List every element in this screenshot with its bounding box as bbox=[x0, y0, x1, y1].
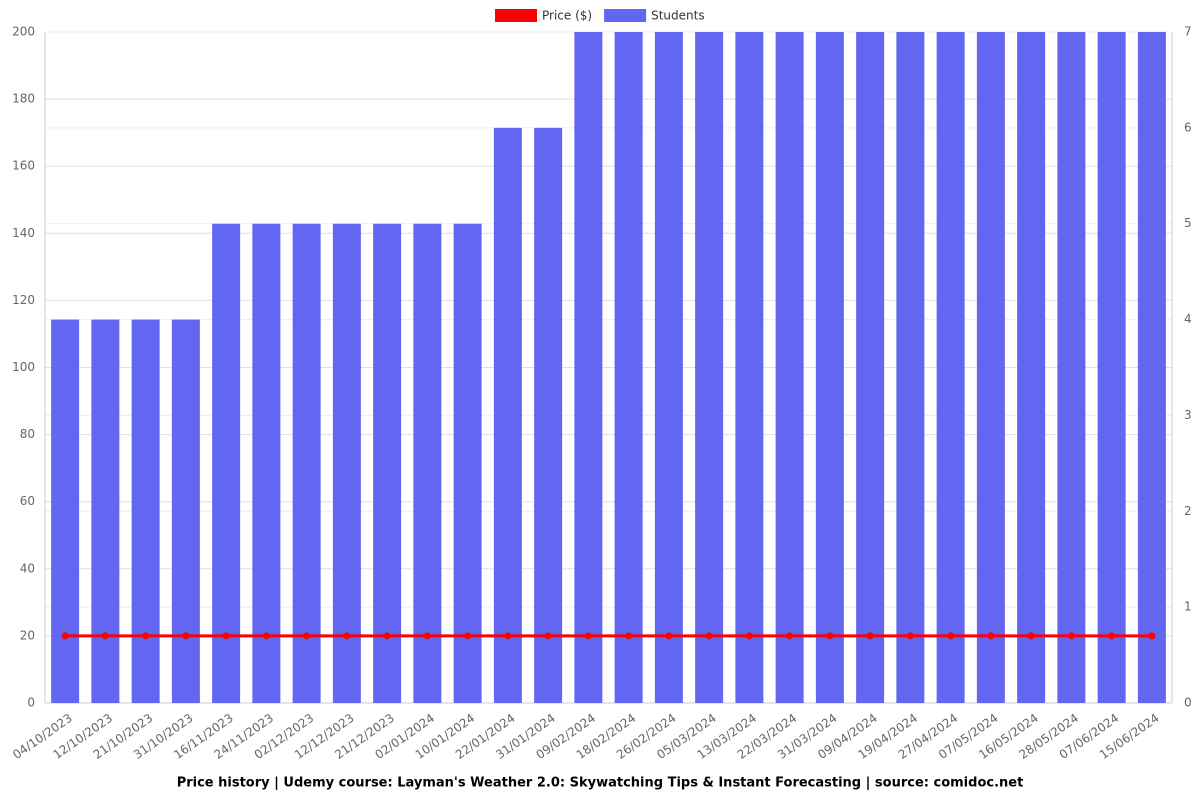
y-tick-label: 20 bbox=[20, 628, 35, 642]
chart-title: Price history | Udemy course: Layman's W… bbox=[177, 776, 1024, 791]
bar bbox=[493, 127, 522, 704]
bar bbox=[252, 223, 281, 703]
point bbox=[947, 632, 955, 640]
point bbox=[142, 632, 150, 640]
point bbox=[504, 632, 512, 640]
bar bbox=[332, 223, 361, 703]
point bbox=[303, 632, 311, 640]
bar bbox=[373, 223, 402, 703]
bar bbox=[735, 32, 764, 703]
bar bbox=[413, 223, 442, 703]
bar bbox=[614, 32, 643, 703]
point bbox=[826, 632, 834, 640]
point bbox=[786, 632, 794, 640]
point bbox=[906, 632, 914, 640]
y-tick-label: 80 bbox=[20, 427, 35, 441]
bar bbox=[91, 319, 120, 703]
y-tick-label: 160 bbox=[12, 159, 35, 173]
legend-label: Price ($) bbox=[542, 9, 592, 23]
point bbox=[987, 632, 995, 640]
bar bbox=[856, 32, 885, 703]
point bbox=[423, 632, 431, 640]
bar bbox=[1097, 32, 1126, 703]
bar bbox=[574, 32, 603, 703]
y-tick-label: 200 bbox=[12, 25, 35, 39]
y-tick-label: 0 bbox=[27, 696, 35, 710]
point bbox=[1148, 632, 1156, 640]
y-tick-label: 40 bbox=[20, 561, 35, 575]
y2-tick-label: 0 bbox=[1184, 696, 1192, 710]
point bbox=[182, 632, 190, 640]
bar bbox=[292, 223, 321, 703]
bar bbox=[212, 223, 241, 703]
bar bbox=[775, 32, 804, 703]
y2-tick-label: 7 bbox=[1184, 25, 1192, 39]
legend-swatch bbox=[495, 9, 537, 22]
point bbox=[866, 632, 874, 640]
point bbox=[343, 632, 351, 640]
y-tick-label: 120 bbox=[12, 293, 35, 307]
point bbox=[625, 632, 633, 640]
y2-tick-label: 5 bbox=[1184, 216, 1192, 230]
y-tick-label: 100 bbox=[12, 360, 35, 374]
point bbox=[383, 632, 391, 640]
y-tick-label: 60 bbox=[20, 494, 35, 508]
bar bbox=[815, 32, 844, 703]
point bbox=[745, 632, 753, 640]
bar bbox=[453, 223, 482, 703]
point bbox=[665, 632, 673, 640]
bar bbox=[131, 319, 160, 703]
y2-tick-label: 3 bbox=[1184, 408, 1192, 422]
bar bbox=[896, 32, 925, 703]
bar bbox=[534, 127, 563, 704]
bar bbox=[654, 32, 683, 703]
point bbox=[1027, 632, 1035, 640]
bar bbox=[1137, 32, 1166, 703]
bar bbox=[936, 32, 965, 703]
y-tick-label: 140 bbox=[12, 226, 35, 240]
bar bbox=[1017, 32, 1046, 703]
y2-tick-label: 1 bbox=[1184, 600, 1192, 614]
bar bbox=[695, 32, 724, 703]
point bbox=[222, 632, 230, 640]
bar bbox=[51, 319, 80, 703]
legend-swatch bbox=[604, 9, 647, 22]
y2-tick-label: 4 bbox=[1184, 312, 1192, 326]
point bbox=[705, 632, 713, 640]
point bbox=[101, 632, 109, 640]
bar bbox=[1057, 32, 1086, 703]
point bbox=[1067, 632, 1075, 640]
y2-tick-label: 6 bbox=[1184, 120, 1192, 134]
point bbox=[61, 632, 69, 640]
point bbox=[544, 632, 552, 640]
y2-tick-label: 2 bbox=[1184, 504, 1192, 518]
point bbox=[464, 632, 472, 640]
legend-label: Students bbox=[651, 9, 705, 23]
y-tick-label: 180 bbox=[12, 92, 35, 106]
point bbox=[584, 632, 592, 640]
point bbox=[262, 632, 270, 640]
bar bbox=[171, 319, 200, 703]
point bbox=[1108, 632, 1116, 640]
bar bbox=[976, 32, 1005, 703]
